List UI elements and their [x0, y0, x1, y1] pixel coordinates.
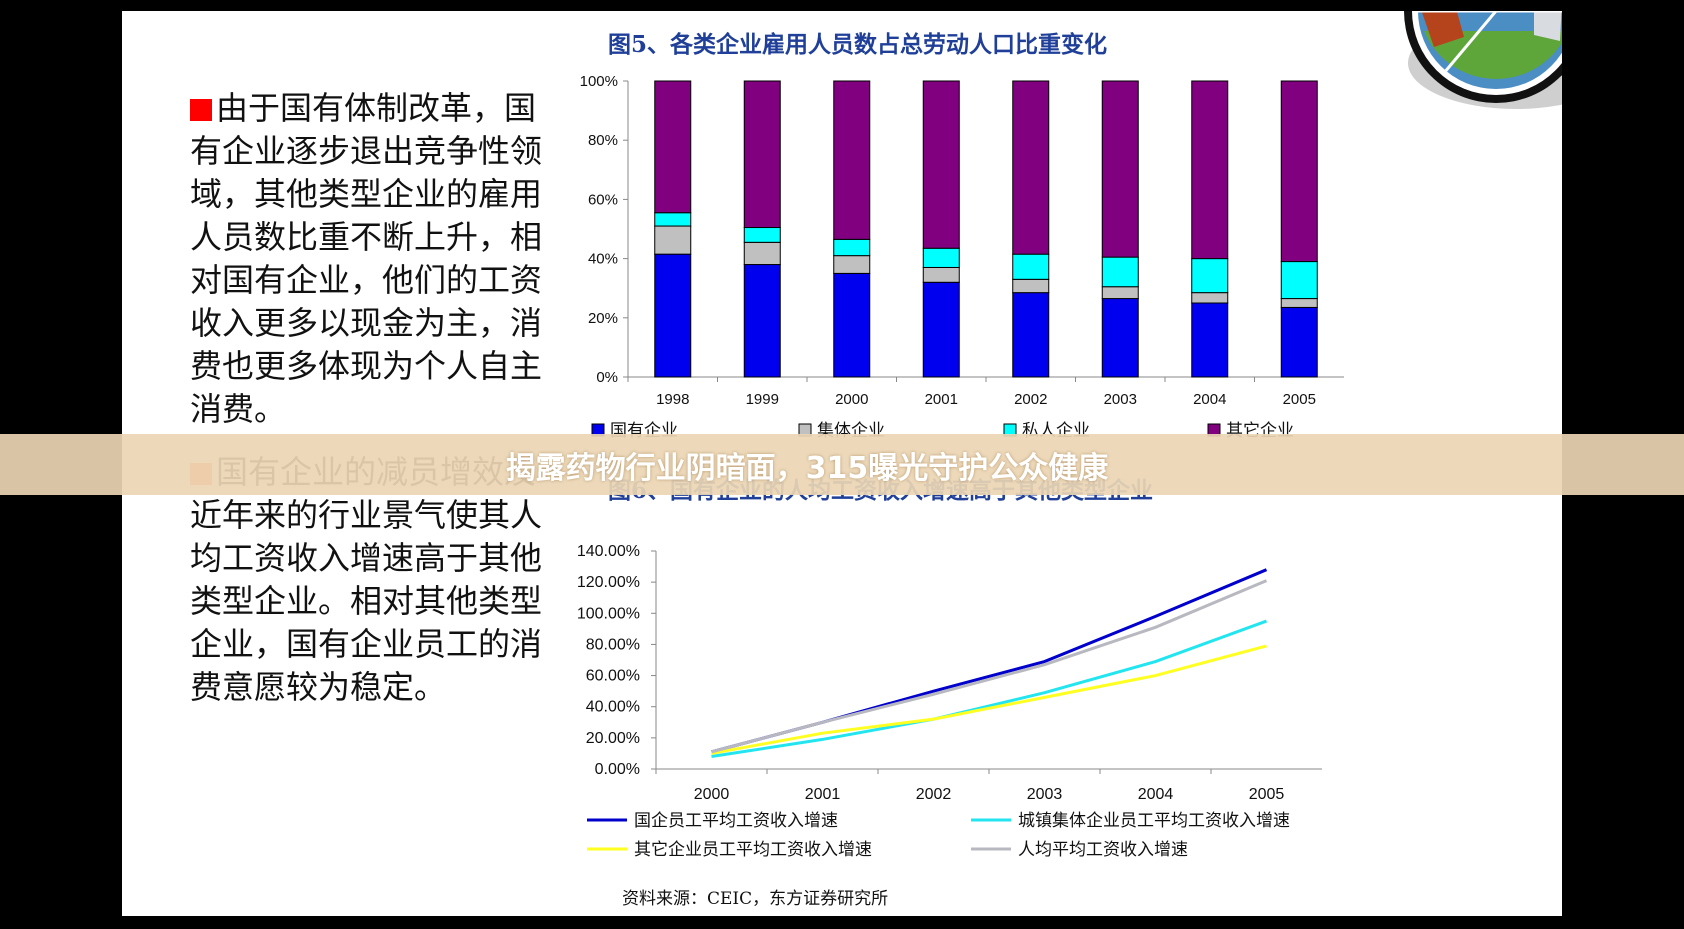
chart5-bar-segment [1012, 292, 1050, 378]
chart5-y-tick-label: 40% [588, 251, 618, 268]
chart5-bar-segment [654, 80, 692, 214]
chart5-bar-segment [1012, 80, 1050, 255]
paragraph-text: 由于国有体制改革，国有企业逐步退出竞争性领域，其他类型企业的雇用人员数比重不断上… [190, 89, 543, 428]
chart5-bar-segment [1101, 286, 1139, 300]
chart5-bar-segment [743, 264, 781, 378]
overlay-banner: 揭露药物行业阴暗面，315曝光守护公众健康 [0, 434, 1684, 495]
chart5-bar-segment [1191, 80, 1229, 260]
chart5-bar-segment [922, 247, 960, 268]
banner-text: 揭露药物行业阴暗面，315曝光守护公众健康 [505, 450, 1109, 486]
chart5-bar-segment [1101, 298, 1139, 378]
chart5-bar-segment [1191, 302, 1229, 378]
chart5-bar-segment [1101, 80, 1139, 258]
chart5-x-tick-label: 2001 [925, 391, 958, 408]
chart5-x-tick-label: 2000 [835, 391, 868, 408]
chart5-bar-segment [833, 272, 871, 378]
chart5-x-tick-label: 2004 [1193, 391, 1226, 408]
chart5-bar-segment [654, 253, 692, 378]
chart5-bar-segment [922, 266, 960, 283]
chart5-bar-segment [1280, 261, 1318, 300]
chart5-bar-segment [1280, 298, 1318, 308]
chart5-y-tick-label: 20% [588, 310, 618, 327]
chart5-x-tick-label: 2005 [1283, 391, 1316, 408]
corner-logo-image [1404, 11, 1562, 109]
chart5-bar-segment [1012, 278, 1050, 294]
chart5-bar-segment [833, 238, 871, 257]
source-note: 资料来源：CEIC，东方证券研究所 [622, 889, 889, 909]
paragraph-state-reform: 由于国有体制改革，国有企业逐步退出竞争性领域，其他类型企业的雇用人员数比重不断上… [190, 87, 550, 431]
chart5-bar-segment [1280, 306, 1318, 378]
chart5-bar-segment [654, 225, 692, 255]
chart5-y-tick-label: 80% [588, 132, 618, 149]
chart5-bar-segment [922, 281, 960, 378]
chart5-y-tick-label: 100% [580, 73, 618, 90]
chart5-bar-segment [833, 80, 871, 240]
chart5-bar-segment [1101, 256, 1139, 288]
chart5-bar-segment [1280, 80, 1318, 263]
chart5-bar-segment [743, 80, 781, 229]
chart5-x-tick-label: 2002 [1014, 391, 1047, 408]
chart5-x-tick-label: 1999 [746, 391, 779, 408]
chart5-bar-segment [1191, 292, 1229, 304]
chart5-bar-segment [833, 255, 871, 274]
chart5-stacked-bar: 0% 20% 40% 60% 80% 100% 1998 1999 2000 2001 2002 20… [580, 73, 1344, 441]
chart5-y-tick-label: 60% [588, 191, 618, 208]
chart5-y-tick-label: 0% [596, 369, 618, 386]
chart5-x-tick-label: 2003 [1104, 391, 1137, 408]
chart5-bar-segment [1191, 258, 1229, 294]
chart5-title: 图5、各类企业雇用人员数占总劳动人口比重变化 [608, 31, 1108, 58]
chart5-bar-segment [654, 212, 692, 227]
chart5-bar-segment [1012, 253, 1050, 280]
chart5-bar-segment [922, 80, 960, 249]
chart5-bar-segment [743, 227, 781, 243]
bullet-red [190, 99, 212, 121]
chart5-x-tick-label: 1998 [656, 391, 689, 408]
chart5-bar-segment [743, 241, 781, 266]
